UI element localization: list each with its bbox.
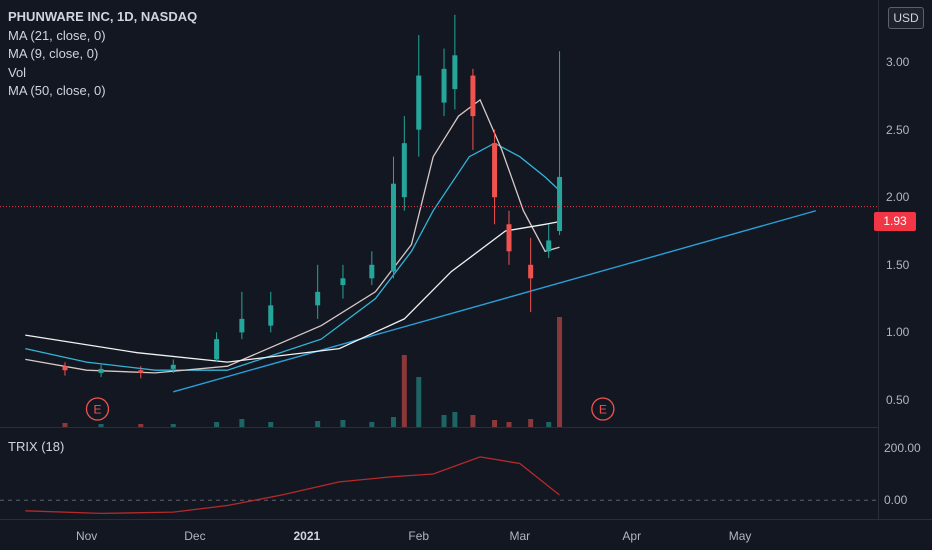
candle-body — [170, 364, 176, 369]
price-axis-label: 0.50 — [886, 392, 910, 407]
symbol-title[interactable]: PHUNWARE INC, 1D, NASDAQ — [8, 9, 198, 24]
price-axis-label: 1.50 — [886, 257, 910, 272]
price-axis-label: 1.00 — [886, 325, 910, 340]
volume-bar — [268, 422, 274, 427]
candle-body — [138, 370, 144, 373]
time-axis-label: Feb — [408, 529, 430, 543]
time-axis-label: Apr — [622, 529, 642, 543]
price-axis-label: 2.50 — [886, 122, 910, 137]
volume-bar — [239, 419, 245, 427]
volume-bar — [557, 317, 563, 427]
volume-bar — [369, 422, 375, 427]
candles — [62, 14, 563, 379]
trix-axis-label: 200.00 — [884, 440, 921, 455]
volume-bar — [98, 424, 104, 427]
volume-bar — [340, 420, 346, 427]
currency-button[interactable]: USD — [888, 7, 924, 29]
candle-body — [340, 278, 346, 286]
candle-body — [390, 183, 396, 272]
time-axis-label: 2021 — [293, 529, 321, 543]
candle-body — [98, 368, 104, 373]
volume-bar — [470, 415, 476, 427]
trix-pane — [0, 456, 878, 515]
trendline[interactable] — [173, 210, 817, 393]
volume-bar — [452, 412, 458, 427]
legend-vol[interactable]: Vol — [8, 64, 27, 80]
time-axis-label: May — [728, 529, 752, 543]
candle-body — [369, 264, 375, 279]
candle-body — [268, 305, 274, 326]
candle-body — [492, 143, 498, 198]
candle-body — [239, 318, 245, 333]
trendline-segment — [173, 210, 817, 393]
moving-averages — [25, 98, 560, 374]
time-axis-label: Dec — [184, 529, 206, 543]
volume-bar — [401, 355, 407, 427]
legend-trix[interactable]: TRIX (18) — [8, 439, 65, 454]
candle-body — [416, 75, 422, 130]
candle-body — [214, 339, 220, 360]
volume-bar — [546, 422, 552, 427]
last-price-tag: 1.93 — [874, 212, 916, 231]
volume-bar — [441, 415, 447, 427]
candle-body — [62, 366, 68, 371]
candle-body — [506, 224, 512, 252]
volume-bar — [506, 422, 512, 427]
time-axis-label: Mar — [509, 529, 531, 543]
legend-ma50[interactable]: MA (50, close, 0) — [8, 83, 106, 98]
volume-bar — [528, 419, 534, 427]
volume-bar — [138, 424, 144, 427]
candle-body — [470, 75, 476, 117]
volume-bars — [62, 317, 563, 427]
volume-bar — [492, 420, 498, 427]
candle-body — [452, 55, 458, 90]
candle-body — [401, 143, 407, 198]
volume-bar — [416, 377, 422, 427]
volume-bar — [390, 417, 396, 427]
candle-body — [557, 176, 563, 232]
candle-body — [546, 240, 552, 252]
trix-axis-label: 0.00 — [884, 493, 908, 508]
ma-line-ma21 — [25, 142, 560, 371]
trix-line — [25, 456, 560, 515]
earnings-marker — [591, 397, 615, 421]
main-legend: PHUNWARE INC, 1D, NASDAQ MA (21, close, … — [8, 8, 197, 101]
earnings-marker-label: E — [599, 403, 607, 417]
earnings-marker — [85, 397, 110, 421]
candle-body — [528, 264, 534, 279]
ma-line-ma9 — [25, 98, 560, 374]
volume-bar — [62, 423, 68, 427]
earnings-marker-label: E — [93, 403, 101, 417]
ma-line-ma50 — [25, 220, 560, 363]
legend-ma9[interactable]: MA (9, close, 0) — [8, 46, 99, 61]
candle-body — [315, 291, 321, 306]
price-axis-label: 2.00 — [886, 190, 910, 205]
volume-bar — [170, 424, 176, 427]
volume-bar — [315, 421, 321, 427]
candle-body — [441, 68, 447, 103]
legend-ma21[interactable]: MA (21, close, 0) — [8, 27, 106, 43]
volume-bar — [214, 422, 220, 427]
time-axis-label: Nov — [75, 529, 98, 543]
price-axis-label: 3.00 — [886, 55, 910, 70]
